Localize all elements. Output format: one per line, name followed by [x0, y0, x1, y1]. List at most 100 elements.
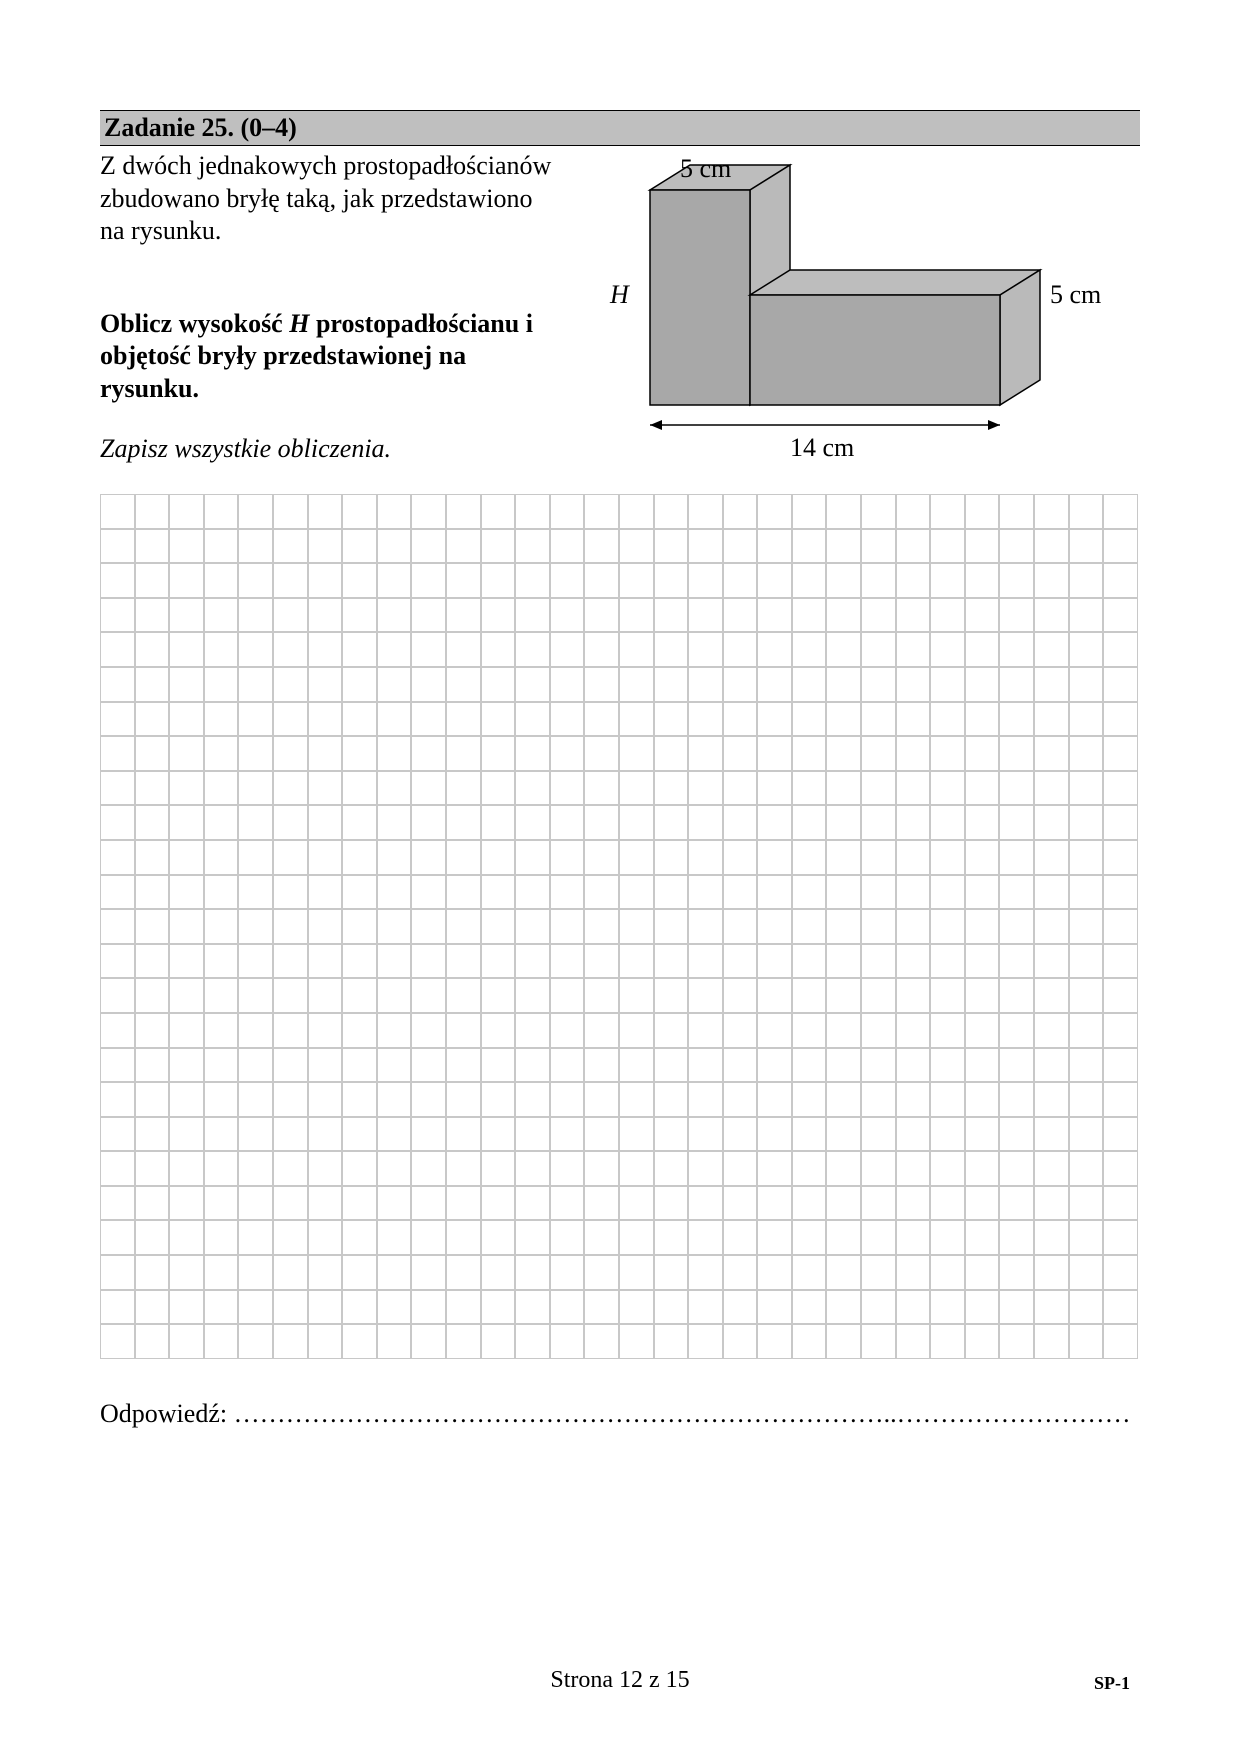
grid-cell	[411, 944, 446, 979]
grid-cell	[273, 1151, 308, 1186]
task-para-1: Z dwóch jednakowych prostopadłościanów z…	[100, 150, 560, 248]
grid-cell	[169, 563, 204, 598]
grid-cell	[896, 978, 931, 1013]
grid-cell	[238, 944, 273, 979]
grid-cell	[1034, 1013, 1069, 1048]
grid-cell	[930, 1220, 965, 1255]
grid-cell	[723, 563, 758, 598]
grid-cell	[515, 1255, 550, 1290]
grid-cell	[896, 1290, 931, 1325]
grid-cell	[204, 702, 239, 737]
grid-cell	[1103, 1082, 1138, 1117]
grid-cell	[826, 1048, 861, 1083]
grid-cell	[342, 978, 377, 1013]
grid-cell	[619, 632, 654, 667]
grid-cell	[308, 494, 343, 529]
grid-cell	[930, 563, 965, 598]
grid-cell	[861, 840, 896, 875]
grid-cell	[619, 702, 654, 737]
grid-cell	[1069, 909, 1104, 944]
grid-cell	[135, 1013, 170, 1048]
grid-cell	[930, 736, 965, 771]
grid-cell	[1103, 875, 1138, 910]
grid-cell	[826, 875, 861, 910]
grid-cell	[619, 494, 654, 529]
grid-cell	[1069, 1255, 1104, 1290]
grid-cell	[1103, 1220, 1138, 1255]
grid-cell	[238, 702, 273, 737]
grid-cell	[792, 805, 827, 840]
grid-cell	[965, 1082, 1000, 1117]
grid-cell	[1034, 598, 1069, 633]
grid-cell	[930, 805, 965, 840]
grid-cell	[930, 1082, 965, 1117]
grid-cell	[688, 529, 723, 564]
grid-cell	[100, 667, 135, 702]
grid-cell	[723, 1151, 758, 1186]
grid-cell	[1069, 702, 1104, 737]
grid-cell	[999, 771, 1034, 806]
grid-cell	[1069, 978, 1104, 1013]
grid-cell	[999, 598, 1034, 633]
grid-cell	[273, 1186, 308, 1221]
grid-cell	[965, 1255, 1000, 1290]
grid-cell	[308, 667, 343, 702]
grid-cell	[481, 771, 516, 806]
grid-cell	[619, 1220, 654, 1255]
grid-cell	[169, 1186, 204, 1221]
grid-cell	[100, 840, 135, 875]
grid-cell	[584, 1117, 619, 1152]
grid-cell	[550, 494, 585, 529]
grid-cell	[377, 529, 412, 564]
grid-cell	[757, 909, 792, 944]
grid-cell	[342, 1290, 377, 1325]
grid-cell	[792, 909, 827, 944]
grid-cell	[100, 702, 135, 737]
grid-cell	[896, 1082, 931, 1117]
grid-cell	[757, 702, 792, 737]
grid-cell	[688, 667, 723, 702]
grid-cell	[896, 1186, 931, 1221]
grid-cell	[169, 771, 204, 806]
grid-cell	[481, 978, 516, 1013]
grid-cell	[342, 1082, 377, 1117]
grid-cell	[169, 667, 204, 702]
grid-cell	[238, 1048, 273, 1083]
grid-cell	[826, 1151, 861, 1186]
grid-cell	[1034, 1220, 1069, 1255]
grid-cell	[411, 1186, 446, 1221]
grid-cell	[965, 1186, 1000, 1221]
grid-cell	[238, 875, 273, 910]
grid-cell	[826, 840, 861, 875]
grid-cell	[550, 1151, 585, 1186]
grid-cell	[723, 978, 758, 1013]
grid-cell	[446, 598, 481, 633]
grid-cell	[1034, 529, 1069, 564]
grid-cell	[965, 1324, 1000, 1359]
grid-cell	[619, 909, 654, 944]
grid-cell	[619, 1048, 654, 1083]
grid-cell	[999, 1220, 1034, 1255]
grid-cell	[757, 1082, 792, 1117]
task-para-2: Oblicz wysokość H prostopadłościanu i ob…	[100, 308, 560, 406]
grid-cell	[861, 1290, 896, 1325]
grid-cell	[999, 875, 1034, 910]
grid-cell	[238, 563, 273, 598]
grid-cell	[757, 1290, 792, 1325]
grid-cell	[826, 598, 861, 633]
grid-cell	[135, 1082, 170, 1117]
grid-cell	[100, 909, 135, 944]
grid-cell	[896, 1117, 931, 1152]
grid-cell	[100, 875, 135, 910]
grid-cell	[584, 909, 619, 944]
grid-cell	[515, 1151, 550, 1186]
grid-cell	[446, 563, 481, 598]
grid-cell	[135, 1324, 170, 1359]
grid-cell	[100, 563, 135, 598]
grid-cell	[619, 1324, 654, 1359]
grid-cell	[481, 702, 516, 737]
grid-cell	[757, 632, 792, 667]
grid-cell	[135, 1220, 170, 1255]
grid-cell	[446, 1324, 481, 1359]
grid-cell	[584, 1151, 619, 1186]
